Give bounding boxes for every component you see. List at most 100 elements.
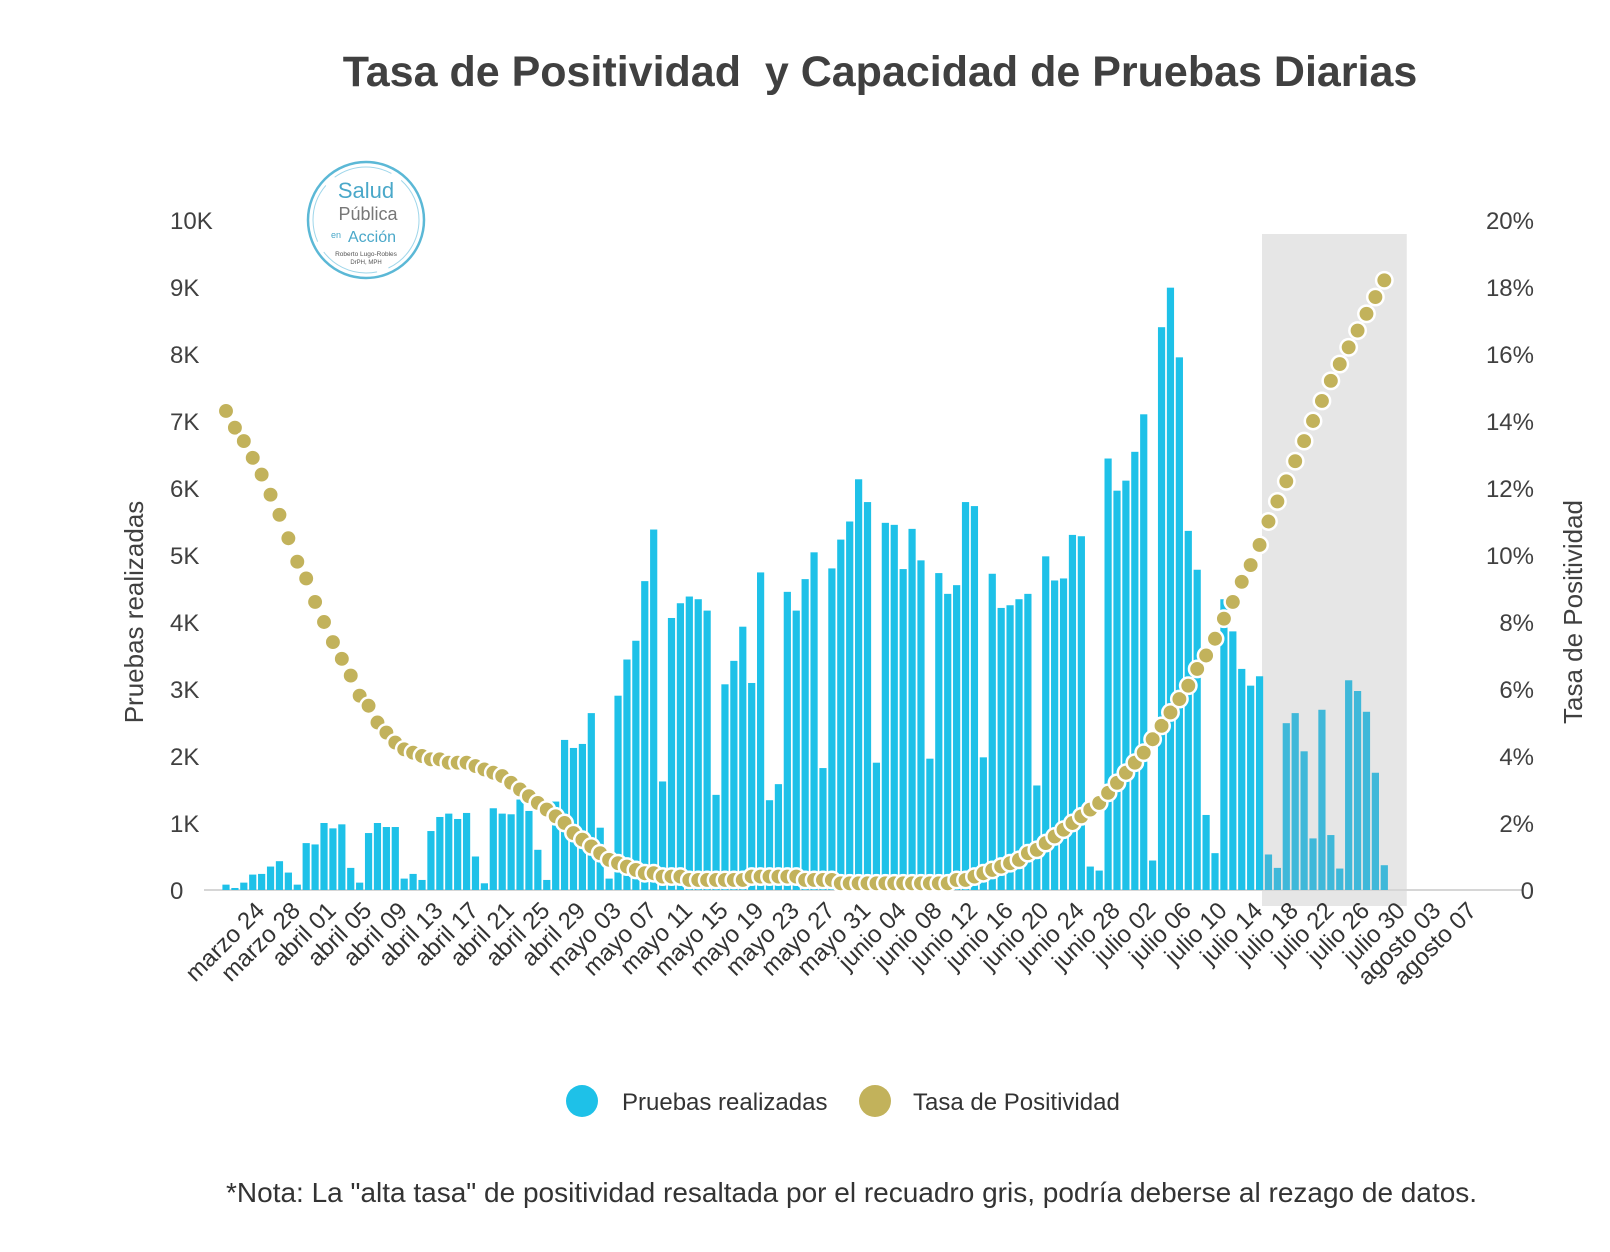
dot [1303,411,1323,431]
bar [908,528,916,890]
bar [676,603,685,890]
bar [1362,711,1371,890]
bar [1202,814,1210,890]
bar [587,713,595,890]
bar [1059,578,1068,890]
bar [961,502,970,890]
bar [1380,865,1388,890]
bar [249,874,257,890]
dot [1330,354,1350,374]
bar [703,610,711,890]
bar [400,878,408,890]
bar [1086,866,1094,890]
legend-dots-swatch [859,1085,891,1117]
dot [225,418,245,438]
bar [1193,569,1201,890]
bar [516,799,524,890]
bar [1282,723,1290,890]
y-left-tick-label: 3K [170,677,199,704]
bar [1318,709,1326,890]
dot [234,431,254,451]
bar [837,539,845,890]
dot [1161,703,1180,722]
bar [1327,835,1335,890]
bar [899,569,907,890]
bar [436,816,444,890]
bar [552,801,560,890]
y-right-tick-label: 6% [1499,677,1534,704]
logo-line6: DrPH, MPH [350,260,381,266]
logo-line2: Pública [338,204,398,224]
y-axis-left-title: Pruebas realizadas [119,501,149,724]
bar [783,591,791,890]
y-left-tick-label: 6K [170,476,199,503]
bar [926,758,934,890]
bar [534,849,542,890]
bar [507,814,515,890]
bar [774,784,783,890]
bar [970,506,979,890]
bar [1247,685,1255,890]
bar [1104,458,1112,890]
dot [1294,431,1314,451]
bar [846,521,854,890]
bar [525,810,533,890]
bar [694,599,702,890]
bar [988,573,996,890]
bar [427,831,435,890]
bar [819,768,827,890]
bar [748,682,756,890]
dot [1152,716,1172,736]
bar [614,695,622,890]
dot [1285,451,1305,471]
bar [356,882,364,890]
bar [623,659,631,890]
dot [1143,729,1163,749]
y-left-tick-label: 5K [170,543,199,570]
bar [979,757,987,890]
y-right-tick-label: 0 [1521,878,1534,905]
bar [1345,680,1353,890]
bar [1371,772,1379,890]
bar [1229,631,1237,890]
bar [240,882,248,890]
dot [1357,304,1376,324]
dot [341,666,361,686]
y-right-tick-label: 10% [1486,543,1534,570]
logo: Salud Pública en Acción Roberto Lugo-Rob… [304,158,428,282]
dot [243,448,263,468]
dot [278,528,298,548]
bar [855,479,863,890]
bar [1077,536,1085,890]
bar [454,818,462,890]
bar [739,626,747,890]
bar [1175,357,1183,891]
bar [1273,867,1281,890]
chart-title: Tasa de Positividad y Capacidad de Prueb… [342,48,1418,96]
bar [329,828,337,890]
bar [1353,691,1362,890]
bar [489,808,497,890]
bar [471,856,480,890]
bar [462,812,471,890]
logo-line5: Roberto Lugo-Robles [335,251,398,258]
bar [409,873,417,890]
dot [1267,491,1287,511]
dot [1223,592,1243,612]
bar [266,866,275,890]
dot [314,612,334,632]
dot [1241,555,1261,575]
bar [997,607,1005,890]
y-right-tick-label: 14% [1486,409,1534,436]
bar [1113,490,1121,890]
bar [445,813,453,890]
bar [231,887,239,890]
dot [1232,572,1252,592]
bar [1300,751,1308,890]
dot [252,465,272,485]
dot [261,485,280,505]
dot [1374,270,1394,290]
dot-series [216,270,1394,893]
bar [944,593,952,890]
bar [1291,713,1299,890]
